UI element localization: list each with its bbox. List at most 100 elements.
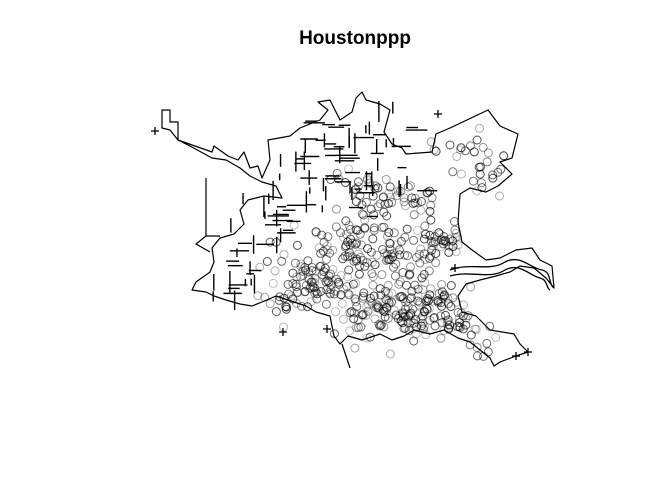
event-point [450, 225, 460, 235]
event-point [430, 321, 440, 331]
event-point [367, 269, 377, 279]
event-point [309, 283, 319, 293]
event-point [277, 256, 287, 266]
event-point [416, 314, 426, 324]
event-point [455, 145, 465, 155]
event-point [320, 263, 330, 273]
event-point [444, 324, 454, 334]
event-point [349, 314, 359, 324]
event-point [306, 283, 315, 293]
event-point [427, 193, 437, 203]
event-point [286, 291, 296, 301]
event-point [368, 272, 378, 282]
event-point [384, 298, 394, 308]
event-point [329, 289, 339, 299]
event-point [290, 258, 300, 268]
event-point [373, 301, 383, 311]
event-point [457, 308, 466, 318]
event-point [307, 266, 317, 276]
ship-channel [449, 258, 555, 289]
event-point [358, 291, 368, 301]
event-point [317, 230, 327, 240]
event-point [329, 329, 339, 339]
event-point [381, 175, 391, 184]
event-point [322, 245, 332, 255]
event-point [353, 315, 363, 325]
event-point [357, 209, 367, 219]
event-point [325, 248, 335, 258]
event-point [357, 310, 367, 320]
cross-marker [524, 348, 532, 356]
event-point [350, 294, 360, 304]
event-point [265, 237, 275, 247]
event-point [453, 308, 463, 317]
event-point [281, 302, 291, 312]
event-point [289, 220, 299, 230]
event-point [420, 278, 430, 288]
event-point [402, 224, 412, 234]
event-point [326, 269, 335, 279]
event-point [360, 215, 370, 225]
event-point [400, 323, 410, 333]
event-point [465, 340, 475, 350]
event-point [322, 285, 332, 295]
event-point [369, 210, 379, 220]
event-point [388, 252, 398, 262]
event-point [475, 123, 484, 133]
event-point [483, 148, 493, 158]
event-point [318, 246, 328, 256]
event-point [363, 306, 373, 316]
event-point [375, 284, 385, 294]
event-point [331, 204, 341, 214]
event-point [408, 199, 418, 208]
event-point [416, 244, 426, 254]
cross-marker [512, 352, 520, 360]
event-point [491, 332, 501, 342]
event-point [305, 284, 315, 294]
event-point [396, 236, 406, 246]
event-point [322, 254, 331, 264]
outlier-crosses [151, 110, 532, 360]
event-point [297, 301, 306, 311]
event-point [403, 296, 413, 306]
event-point [363, 244, 373, 254]
event-point [382, 249, 392, 259]
event-point [345, 240, 355, 250]
event-point [398, 309, 408, 319]
event-point [414, 249, 424, 259]
event-point [348, 279, 358, 289]
event-point [370, 183, 380, 193]
event-point [384, 188, 394, 198]
event-point [384, 228, 394, 237]
event-point [361, 310, 371, 320]
event-point [345, 326, 355, 336]
event-point [342, 282, 352, 291]
event-point [262, 257, 272, 266]
road-network [212, 101, 438, 311]
event-point [371, 181, 381, 191]
event-point [413, 309, 423, 319]
event-point [312, 294, 322, 304]
event-point [381, 286, 391, 296]
event-point [419, 269, 429, 279]
event-point [362, 302, 372, 312]
event-point [499, 151, 509, 161]
event-points [253, 123, 509, 361]
event-point [431, 249, 441, 258]
event-point [391, 311, 401, 320]
event-point [343, 288, 353, 298]
event-point [385, 349, 395, 359]
event-point [413, 225, 422, 235]
event-point [303, 302, 312, 312]
event-point [466, 330, 476, 340]
event-point [436, 333, 446, 343]
event-point [351, 323, 361, 333]
event-point [443, 320, 453, 330]
event-point [325, 288, 334, 298]
event-point [355, 229, 365, 239]
event-point [451, 247, 461, 257]
event-point [386, 249, 396, 259]
event-point [362, 258, 372, 268]
event-point [436, 311, 446, 321]
event-point [482, 157, 492, 167]
